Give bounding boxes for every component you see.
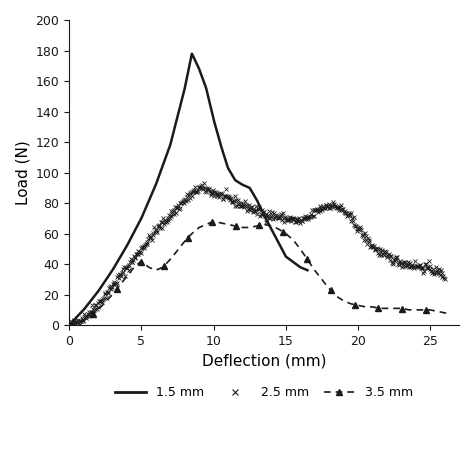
X-axis label: Deflection (mm): Deflection (mm) xyxy=(202,354,326,368)
Y-axis label: Load (N): Load (N) xyxy=(15,140,30,205)
Legend: 1.5 mm, 2.5 mm, 3.5 mm: 1.5 mm, 2.5 mm, 3.5 mm xyxy=(110,381,418,404)
